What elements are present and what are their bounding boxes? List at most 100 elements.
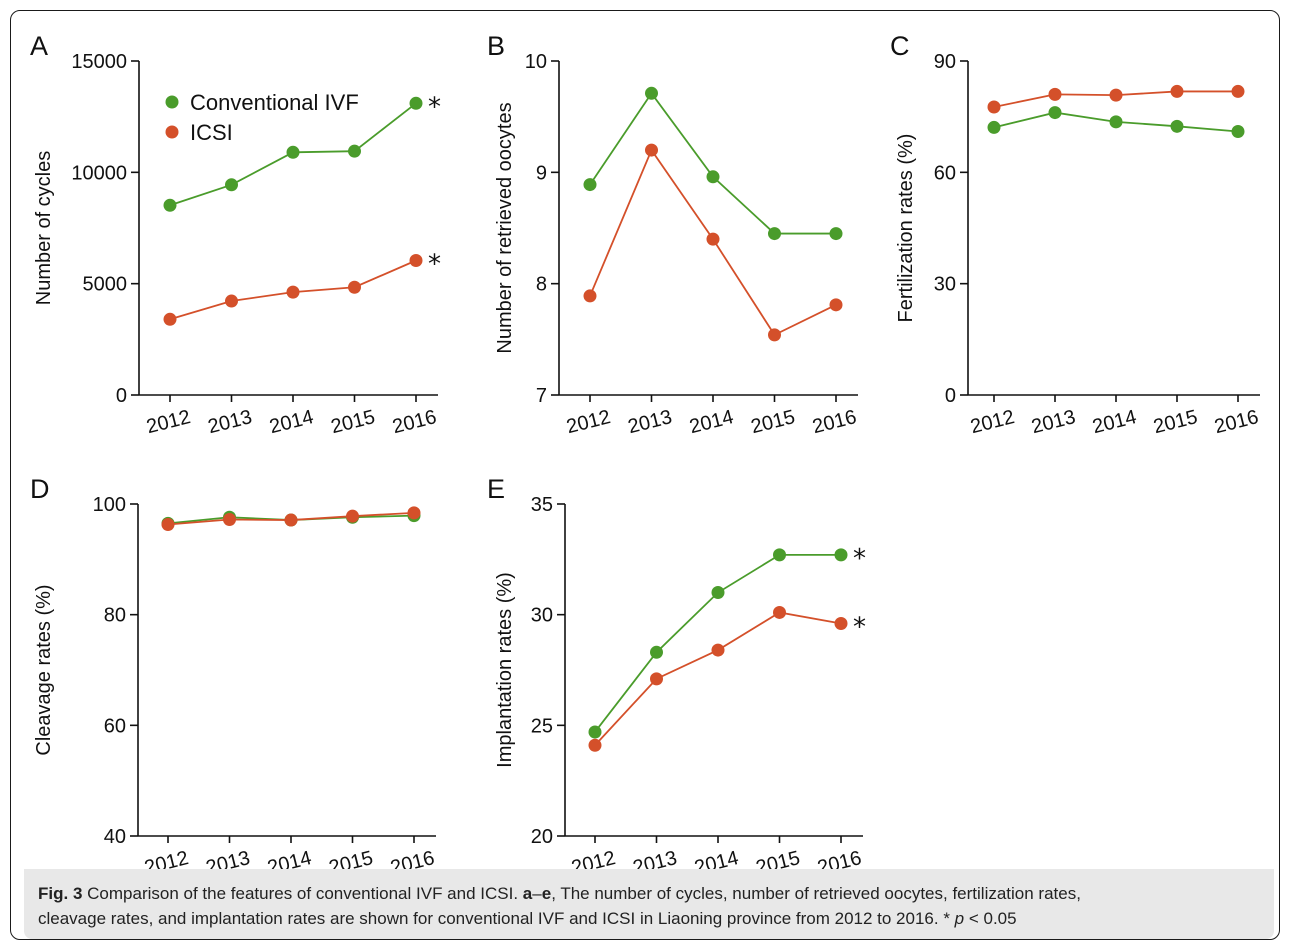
caption-line-2: cleavage rates, and implantation rates a…	[38, 906, 1260, 931]
panel-b-x-tick-label: 2015	[749, 406, 798, 438]
panel-b-icsi-point	[768, 328, 781, 342]
panel-e-y-axis-title: Implantation rates (%)	[494, 572, 516, 768]
panel-a-ivf-point	[409, 96, 423, 110]
panel-a-ivf-point	[348, 144, 361, 158]
panel-a-icsi-point	[163, 312, 177, 326]
panel-e-label: E	[487, 474, 505, 504]
panel-a-icsi-point	[348, 280, 361, 294]
caption-fig-label: Fig. 3	[38, 884, 83, 903]
panel-c-icsi-point	[1048, 87, 1062, 101]
panel-b-icsi-point	[829, 298, 843, 312]
panel-c-x-tick-label: 2015	[1151, 406, 1200, 438]
legend-icsi-label: ICSI	[190, 120, 233, 145]
panel-b-ivf-line	[589, 91, 836, 235]
panel-e-significance-marker: *	[853, 544, 866, 574]
panel-a-icsi-point	[409, 254, 423, 268]
panel-e-ivf-point	[650, 645, 663, 659]
caption-range-dash: –	[532, 884, 542, 903]
panel-a-y-tick-label: 10000	[71, 162, 127, 184]
panel-a-label: A	[30, 31, 48, 61]
panel-c-y-tick-label: 30	[934, 274, 956, 296]
panel-e-icsi-point	[834, 617, 848, 631]
panel-e-ivf-point	[773, 548, 786, 562]
panel-b-y-axis-title: Number of retrieved oocytes	[494, 102, 516, 353]
panel-b-icsi-point	[583, 289, 597, 303]
panel-e-significance-marker: *	[853, 613, 866, 643]
caption-line-1: Fig. 3 Comparison of the features of con…	[38, 881, 1260, 906]
panel-c-y-axis-title: Fertilization rates (%)	[895, 134, 917, 323]
panel-e-y-tick-label: 35	[531, 494, 553, 516]
panel-b-x-tick-label: 2013	[626, 406, 675, 438]
panel-c-icsi-point	[1109, 88, 1123, 102]
panel-e-y-tick-label: 25	[531, 715, 553, 737]
caption-line-2-text: cleavage rates, and implantation rates a…	[38, 909, 955, 928]
panel-a-y-axis-title: Number of cycles	[33, 151, 55, 306]
panel-c-x-tick-label: 2013	[1029, 406, 1078, 438]
panel-b-ivf-point	[706, 170, 720, 184]
panel-b-ivf-point	[829, 227, 843, 241]
panel-e-icsi-point	[650, 672, 663, 686]
panel-d-y-axis-title: Cleavage rates (%)	[33, 584, 55, 755]
panel-a-y-tick-label: 0	[116, 385, 127, 407]
panel-a-ivf-point	[286, 145, 300, 159]
panel-b-ivf-point	[768, 227, 781, 241]
caption-p-symbol: p	[954, 909, 965, 928]
panel-e-icsi-point	[711, 643, 725, 657]
panel-a-ivf-point	[163, 198, 177, 212]
panel-c-y-tick-label: 60	[934, 162, 956, 184]
panel-d-label: D	[30, 474, 50, 504]
caption-p-rest: < 0.05	[964, 909, 1017, 928]
panel-d-icsi-point	[161, 517, 175, 531]
panel-a-icsi-point	[225, 294, 238, 308]
panel-c-y-tick-label: 90	[934, 51, 956, 73]
caption-body: , The number of cycles, number of retrie…	[551, 884, 1081, 903]
panel-a-x-tick-label: 2013	[206, 406, 255, 438]
panel-a-significance-marker: *	[428, 92, 441, 122]
panel-d-icsi-point	[223, 512, 236, 526]
panel-b-icsi-point	[645, 143, 658, 157]
panel-c-ivf-point	[1170, 119, 1184, 133]
panel-a-x-tick-label: 2014	[267, 406, 316, 438]
panel-d-y-tick-label: 60	[104, 715, 126, 737]
figure-frame	[10, 10, 1280, 940]
panel-b-icsi-point	[706, 232, 720, 246]
panel-c-ivf-point	[987, 120, 1001, 134]
panel-d-icsi-point	[346, 509, 359, 523]
panel-b-ivf-point	[583, 178, 597, 192]
panel-a-y-tick-label: 5000	[83, 274, 128, 296]
panel-e-ivf-point	[711, 586, 725, 600]
panel-b-x-tick-label: 2012	[564, 406, 613, 438]
panel-c-label: C	[890, 31, 910, 61]
panel-c-x-tick-label: 2016	[1212, 406, 1261, 438]
legend-ivf-swatch	[165, 95, 179, 109]
panel-c-icsi-point	[1170, 84, 1184, 98]
panel-b-y-tick-label: 10	[525, 51, 547, 73]
caption-range-end: e	[541, 884, 552, 903]
panel-b-x-tick-label: 2014	[687, 406, 736, 438]
panel-e-icsi-point	[588, 738, 602, 752]
panel-d-y-tick-label: 40	[104, 826, 126, 848]
panel-d-y-tick-label: 80	[104, 605, 126, 627]
panel-a-significance-marker: *	[428, 250, 441, 280]
panel-b-y-tick-label: 9	[536, 162, 547, 184]
caption-range-start: a	[522, 884, 533, 903]
panel-a-icsi-point	[286, 285, 300, 299]
panel-b-y-tick-label: 7	[536, 385, 547, 407]
panel-c-x-tick-label: 2012	[968, 406, 1017, 438]
panel-e-icsi-line	[594, 611, 842, 746]
panel-a-y-tick-label: 15000	[71, 51, 127, 73]
caption-title: Comparison of the features of convention…	[87, 884, 519, 903]
panel-b-y-tick-label: 8	[536, 274, 547, 296]
panel-e-y-tick-label: 30	[531, 605, 553, 627]
panel-c-icsi-point	[987, 100, 1001, 114]
panel-c-icsi-point	[1231, 84, 1245, 98]
panel-c-y-tick-label: 0	[945, 385, 956, 407]
panel-a-x-tick-label: 2016	[390, 406, 439, 438]
panel-c-ivf-point	[1109, 115, 1123, 129]
panel-c-x-tick-label: 2014	[1090, 406, 1139, 438]
panel-b-x-tick-label: 2016	[810, 406, 859, 438]
legend-icsi-swatch	[165, 125, 179, 139]
panel-a-x-tick-label: 2015	[329, 406, 378, 438]
panel-c-ivf-point	[1048, 106, 1062, 120]
